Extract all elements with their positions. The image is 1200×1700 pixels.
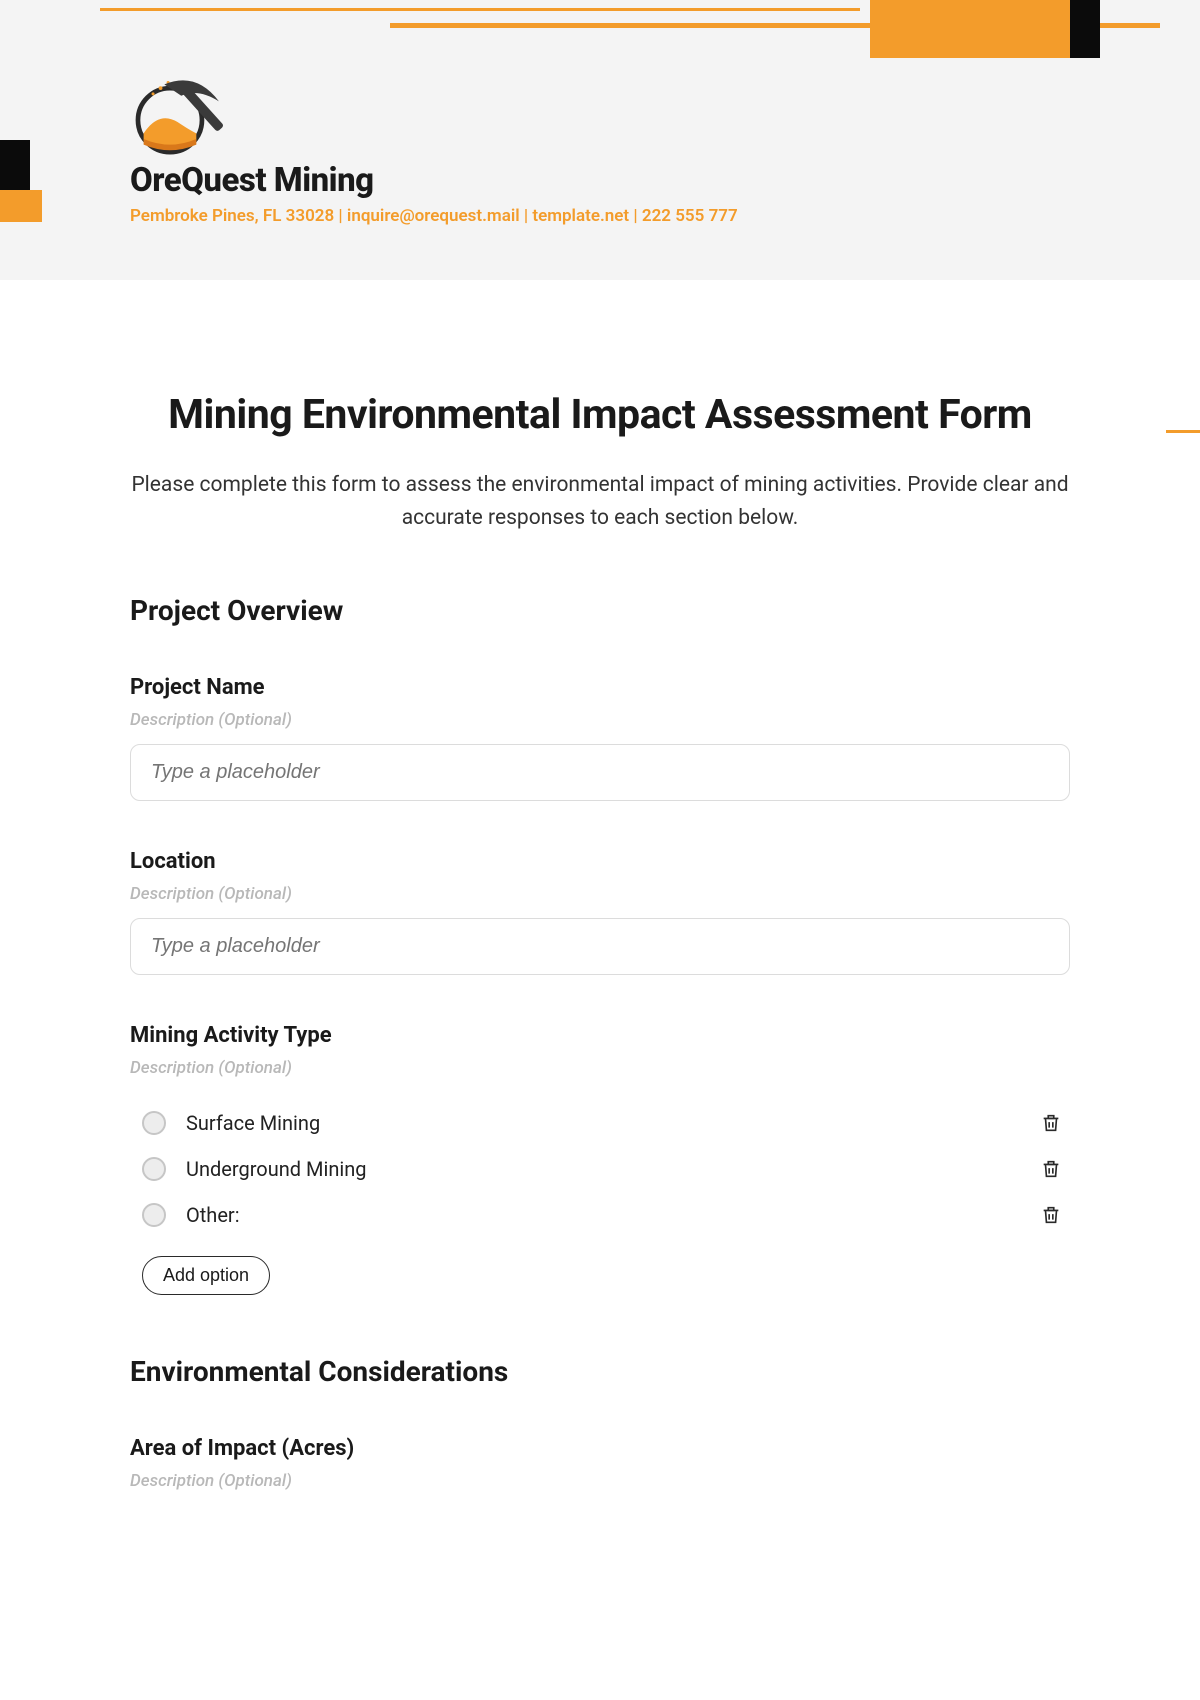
delete-option-button[interactable]	[1038, 1110, 1064, 1136]
trash-icon	[1040, 1158, 1062, 1180]
brand-block: OreQuest Mining Pembroke Pines, FL 33028…	[130, 75, 738, 226]
decoration-block	[1070, 0, 1100, 58]
radio-option-label: Other:	[186, 1203, 240, 1227]
project-name-input[interactable]	[130, 744, 1070, 801]
field-location: Location Description (Optional)	[130, 849, 1070, 975]
radio-option-row: Other:	[130, 1192, 1070, 1238]
brand-name: OreQuest Mining	[130, 161, 738, 200]
field-label: Project Name	[130, 675, 1070, 700]
radio-option-row: Surface Mining	[130, 1100, 1070, 1146]
field-label: Mining Activity Type	[130, 1023, 1070, 1048]
radio-input[interactable]	[142, 1203, 166, 1227]
field-description: Description (Optional)	[130, 1058, 1070, 1078]
radio-input[interactable]	[142, 1111, 166, 1135]
radio-options: Surface Mining Underground Mining Ot	[130, 1100, 1070, 1238]
decoration-line	[100, 8, 860, 11]
decoration-line	[1166, 430, 1200, 433]
radio-option-row: Underground Mining	[130, 1146, 1070, 1192]
field-description: Description (Optional)	[130, 884, 1070, 904]
decoration-block	[0, 190, 42, 222]
add-option-button[interactable]: Add option	[142, 1256, 270, 1295]
form-content: Mining Environmental Impact Assessment F…	[0, 390, 1200, 1491]
field-label: Area of Impact (Acres)	[130, 1436, 1070, 1461]
trash-icon	[1040, 1112, 1062, 1134]
field-description: Description (Optional)	[130, 710, 1070, 730]
radio-option-label: Surface Mining	[186, 1111, 320, 1135]
field-description: Description (Optional)	[130, 1471, 1070, 1491]
form-intro: Please complete this form to assess the …	[130, 469, 1070, 534]
section-heading: Environmental Considerations	[130, 1355, 1070, 1388]
field-area-of-impact: Area of Impact (Acres) Description (Opti…	[130, 1436, 1070, 1491]
decoration-block	[0, 140, 30, 190]
trash-icon	[1040, 1204, 1062, 1226]
brand-contact: Pembroke Pines, FL 33028 | inquire@orequ…	[130, 206, 738, 226]
form-title: Mining Environmental Impact Assessment F…	[130, 390, 1070, 441]
field-mining-activity-type: Mining Activity Type Description (Option…	[130, 1023, 1070, 1295]
location-input[interactable]	[130, 918, 1070, 975]
field-label: Location	[130, 849, 1070, 874]
delete-option-button[interactable]	[1038, 1156, 1064, 1182]
section-heading: Project Overview	[130, 594, 1070, 627]
delete-option-button[interactable]	[1038, 1202, 1064, 1228]
radio-option-label: Underground Mining	[186, 1157, 367, 1181]
header-band: OreQuest Mining Pembroke Pines, FL 33028…	[0, 0, 1200, 280]
decoration-block	[870, 0, 1070, 58]
radio-input[interactable]	[142, 1157, 166, 1181]
mining-pickaxe-logo-icon	[130, 75, 225, 155]
field-project-name: Project Name Description (Optional)	[130, 675, 1070, 801]
